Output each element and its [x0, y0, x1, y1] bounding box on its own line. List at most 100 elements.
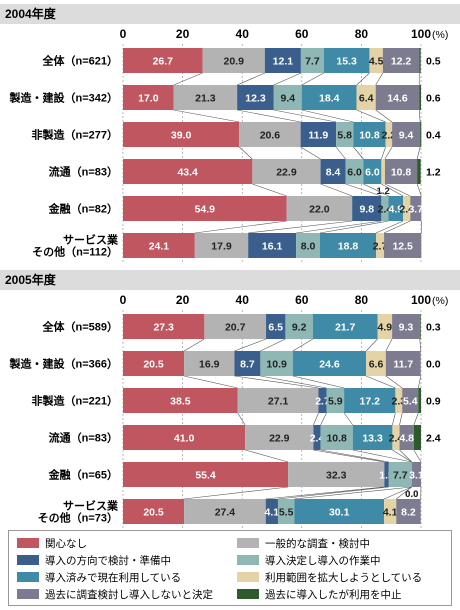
connector-line: [273, 109, 337, 123]
legend-swatch: [17, 538, 39, 548]
data-label: 9.4: [280, 93, 295, 105]
legend-item: 過去に導入したが利用を中止: [237, 588, 402, 602]
bar-segment: [285, 314, 313, 339]
x-tick-label: 60: [295, 293, 309, 307]
bar-segment: [234, 351, 261, 376]
data-label: 11.9: [308, 130, 328, 142]
x-tick-label: 80: [355, 293, 369, 307]
data-label: 6.4: [359, 93, 374, 105]
data-label: 13.3: [362, 433, 383, 445]
legend-item: 利用範囲を拡大しようとしている: [237, 571, 422, 585]
data-label: 16.1: [262, 241, 283, 253]
connector-line: [294, 486, 412, 500]
data-label: 38.5: [170, 396, 191, 408]
bar-segment: [313, 425, 321, 450]
x-tick-label: 0: [120, 27, 127, 41]
bar-segment: [403, 196, 411, 221]
bar-segment: [381, 159, 385, 184]
data-label-small: 1.2: [377, 186, 390, 197]
bar-segment: [353, 122, 386, 147]
bar-segment: [376, 233, 385, 258]
bar-segment: [402, 388, 419, 413]
data-label: 9.4: [399, 130, 414, 142]
connector-line: [384, 146, 393, 160]
bar-segment: [392, 314, 420, 339]
bar-segment: [248, 233, 297, 258]
connector-line: [352, 449, 412, 463]
bar-segment: [204, 314, 267, 339]
data-label: 2.7: [373, 241, 388, 253]
bar-segment: [352, 425, 393, 450]
bar-segment: [194, 233, 249, 258]
bar-segment: [301, 85, 357, 110]
legend-item: 導入決定し導入の作業中: [237, 554, 381, 568]
bar-segment: [396, 499, 421, 524]
connector-line: [296, 220, 382, 234]
connector-line: [237, 72, 265, 86]
data-label: 6.0: [347, 167, 362, 179]
data-label: 27.1: [268, 396, 289, 408]
data-label: 21.3: [195, 93, 216, 105]
legend-label: 過去に導入したが利用を中止: [265, 589, 402, 601]
category-label: 製造・建設（n=342）: [9, 91, 119, 105]
connector-line: [383, 486, 412, 500]
connector-line: [239, 146, 253, 160]
data-label: 7.7: [393, 470, 408, 482]
connector-line: [184, 486, 289, 500]
bar-segment: [419, 85, 421, 110]
connector-line: [363, 183, 389, 197]
bar-segment: [123, 425, 246, 450]
bar-segment: [294, 499, 385, 524]
category-label: 金融（n=65）: [48, 468, 118, 482]
data-label: 32.3: [326, 470, 347, 482]
legend-swatch: [237, 572, 259, 582]
connector-line: [399, 412, 403, 426]
bar-segment: [123, 462, 289, 487]
x-tick-label: 0: [120, 293, 127, 307]
legend-item: 導入の方向で検討・準備中: [17, 554, 171, 568]
right-value-label: 0.5: [426, 56, 441, 68]
bar-segment: [419, 314, 421, 339]
legend: 関心なし 一般的な調査・検討中 導入の方向で検討・準備中 導入決定し導入の作業中 導入済…: [8, 530, 452, 606]
legend-label: 導入決定し導入の作業中: [265, 555, 381, 567]
connector-line: [237, 109, 301, 123]
bar-segment: [388, 196, 404, 221]
right-value-label: 0.9: [426, 396, 441, 408]
bar-segment: [385, 122, 393, 147]
connector-line: [418, 109, 421, 123]
bar-segment: [266, 314, 286, 339]
connector-line: [366, 375, 396, 389]
category-label: 流通（n=83）: [49, 165, 118, 179]
bar-segment: [356, 85, 376, 110]
bar-segment: [326, 388, 345, 413]
bar-segment: [323, 48, 370, 73]
legend-label: 利用範囲を拡大しようとしている: [265, 572, 423, 584]
data-label: 8.0: [301, 241, 316, 253]
connector-line: [234, 375, 319, 389]
x-tick-label: 100: [411, 27, 431, 41]
bar-segment: [318, 388, 327, 413]
connector-line: [343, 412, 354, 426]
data-label-small: 0.0: [405, 489, 418, 500]
x-tick-label: 100: [411, 293, 431, 307]
data-label: 9.8: [359, 204, 374, 216]
connector-line: [356, 109, 386, 123]
connector-line: [234, 338, 267, 352]
legend-swatch: [237, 538, 259, 548]
bar-segment: [377, 314, 393, 339]
data-label: 5.8: [337, 130, 352, 142]
unit-label: (%): [432, 29, 448, 41]
bar-segment: [264, 48, 301, 73]
bar-segment: [384, 233, 422, 258]
data-label: 6.0: [365, 167, 380, 179]
connector-line: [345, 183, 382, 197]
bar-segment: [273, 85, 302, 110]
connector-line: [320, 449, 389, 463]
bar-segment: [352, 196, 382, 221]
right-value-label: 2.4: [426, 433, 441, 445]
category-label: 全体（n=589）: [42, 320, 119, 334]
data-label: 16.9: [199, 359, 220, 371]
connector-line: [260, 375, 327, 389]
connector-line: [413, 412, 419, 426]
data-label: 22.9: [269, 433, 290, 445]
